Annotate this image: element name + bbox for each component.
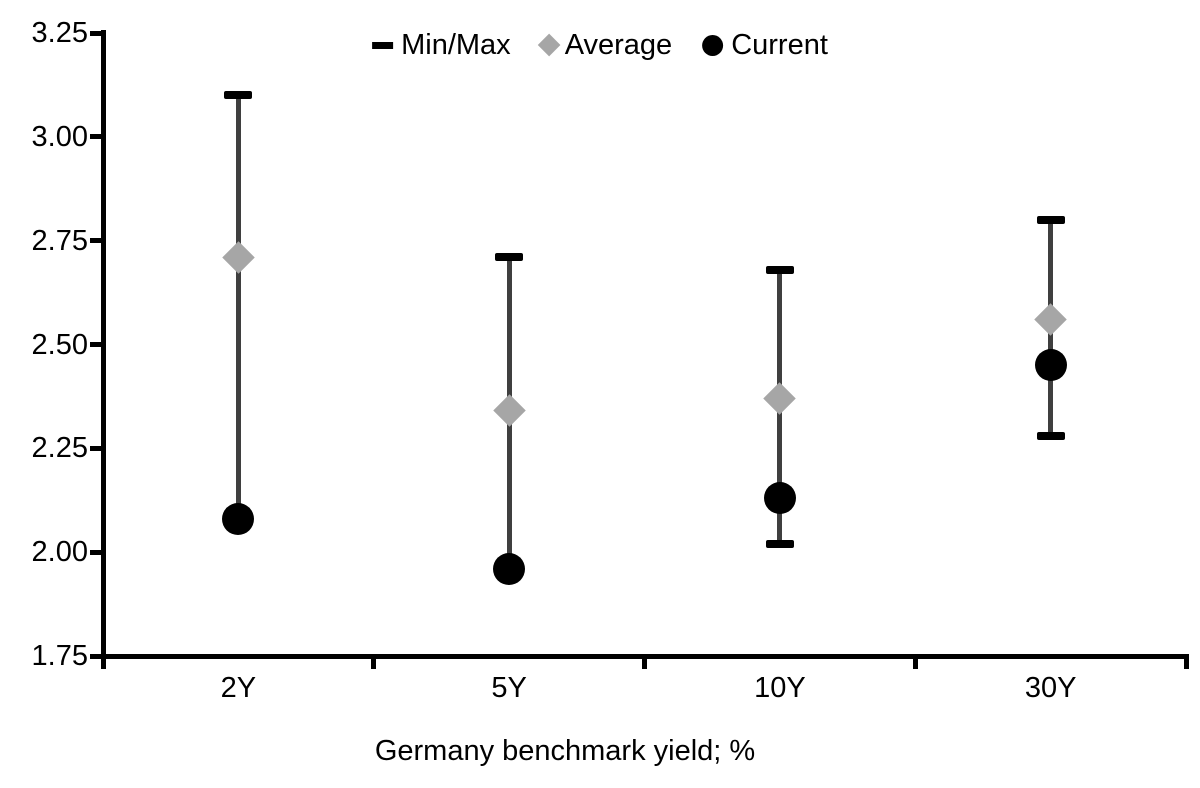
average-marker: [492, 394, 526, 428]
legend-item-minmax: Min/Max: [372, 28, 511, 62]
current-marker: [493, 552, 526, 585]
y-tick-label: 2.50: [31, 328, 88, 361]
average-diamond-icon: [537, 33, 561, 57]
y-axis-tick: [90, 549, 103, 555]
x-tick-label: 2Y: [220, 672, 257, 704]
legend-item-current: Current: [702, 28, 828, 62]
x-axis-tick: [371, 656, 377, 669]
max-cap: [224, 91, 253, 100]
average-marker: [222, 241, 255, 274]
range-line: [235, 95, 241, 519]
current-marker: [763, 482, 796, 515]
average-marker: [763, 382, 797, 415]
x-tick-label: 10Y: [754, 672, 806, 704]
x-axis-tick: [912, 656, 918, 669]
min-cap: [1036, 431, 1065, 440]
x-axis-tick: [642, 656, 647, 669]
max-cap: [765, 265, 794, 274]
legend-current-label: Current: [731, 29, 828, 61]
current-marker: [1034, 349, 1067, 382]
max-cap: [1036, 215, 1065, 224]
y-axis-tick: [90, 30, 103, 36]
y-tick-label: 1.75: [31, 640, 88, 672]
average-marker: [1034, 303, 1067, 336]
x-axis-tick: [100, 656, 106, 669]
min-cap: [765, 539, 794, 548]
legend: Min/Max Average Current: [372, 28, 828, 62]
y-axis-line: [101, 30, 106, 661]
y-tick-label: 3.25: [31, 17, 88, 49]
x-axis-tick: [1183, 656, 1189, 669]
x-axis-title: Germany benchmark yield; %: [374, 735, 756, 767]
x-tick-label: 5Y: [491, 672, 527, 704]
y-tick-label: 2.25: [31, 432, 88, 465]
legend-item-average: Average: [537, 28, 673, 62]
max-cap: [495, 253, 524, 262]
legend-average-label: Average: [564, 29, 673, 61]
x-tick-label: 30Y: [1024, 672, 1077, 704]
y-tick-label: 2.75: [31, 224, 88, 257]
y-tick-label: 3.00: [31, 120, 88, 153]
y-tick-label: 2.00: [31, 536, 88, 569]
y-axis-tick: [90, 445, 103, 451]
y-axis-tick: [90, 342, 103, 347]
legend-minmax-label: Min/Max: [401, 29, 511, 61]
current-marker: [222, 502, 255, 535]
current-circle-icon: [702, 34, 724, 56]
y-axis-tick: [90, 653, 103, 659]
y-axis-tick: [90, 238, 103, 244]
y-axis-tick: [90, 134, 103, 140]
minmax-dash-icon: [372, 41, 394, 49]
